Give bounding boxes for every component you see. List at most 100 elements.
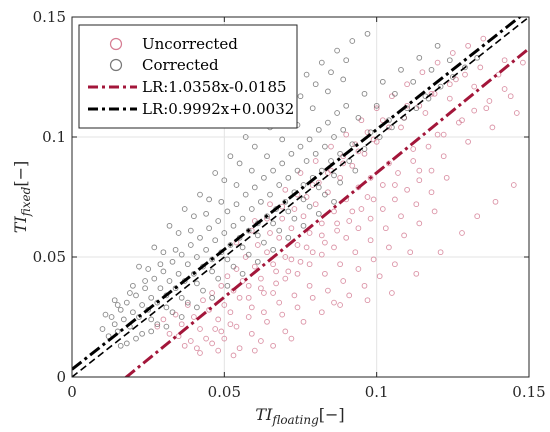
corrected-point bbox=[184, 261, 191, 268]
corrected-point bbox=[108, 314, 115, 320]
uncorrected-point bbox=[325, 287, 331, 294]
corrected-point bbox=[215, 218, 222, 224]
corrected-point bbox=[175, 270, 182, 277]
uncorrected-point bbox=[379, 182, 386, 188]
uncorrected-point bbox=[367, 215, 374, 222]
uncorrected-point bbox=[398, 124, 404, 131]
plot-area-frame bbox=[71, 16, 530, 378]
uncorrected-point bbox=[261, 290, 267, 296]
uncorrected-point bbox=[376, 273, 383, 280]
uncorrected-point bbox=[221, 302, 228, 308]
corrected-point bbox=[325, 88, 331, 95]
uncorrected-point bbox=[300, 213, 307, 220]
corrected-point bbox=[309, 105, 316, 112]
uncorrected-point bbox=[328, 143, 334, 150]
uncorrected-point bbox=[218, 282, 225, 289]
uncorrected-point bbox=[404, 81, 410, 88]
uncorrected-point bbox=[456, 119, 462, 126]
uncorrected-point bbox=[492, 198, 499, 205]
uncorrected-point bbox=[334, 227, 340, 234]
corrected-point bbox=[410, 78, 417, 85]
corrected-point bbox=[212, 170, 219, 176]
corrected-point bbox=[315, 126, 322, 133]
uncorrected-point bbox=[178, 321, 185, 328]
legend-marker-corrected bbox=[109, 58, 123, 72]
uncorrected-point bbox=[465, 138, 471, 145]
uncorrected-point bbox=[258, 338, 264, 344]
corrected-point bbox=[352, 167, 359, 174]
identity-reference-line bbox=[72, 17, 529, 377]
corrected-point bbox=[209, 294, 215, 301]
uncorrected-point bbox=[318, 251, 325, 258]
uncorrected-point bbox=[416, 177, 423, 184]
corrected-point bbox=[331, 198, 337, 205]
corrected-point bbox=[130, 309, 136, 316]
uncorrected-point bbox=[349, 162, 356, 169]
corrected-point bbox=[133, 292, 139, 299]
corrected-point bbox=[331, 134, 337, 140]
uncorrected-point bbox=[258, 275, 264, 282]
legend: Uncorrected Corrected LR:1.0358x-0.0185 … bbox=[78, 24, 298, 129]
uncorrected-point bbox=[279, 215, 286, 222]
uncorrected-point bbox=[465, 42, 471, 49]
uncorrected-point bbox=[194, 345, 200, 352]
uncorrected-point bbox=[352, 249, 359, 256]
uncorrected-point bbox=[322, 270, 328, 277]
corrected-point bbox=[209, 268, 215, 275]
corrected-point bbox=[209, 256, 215, 263]
corrected-point bbox=[258, 198, 264, 205]
uncorrected-point bbox=[300, 318, 307, 325]
uncorrected-point bbox=[209, 290, 215, 296]
corrected-point bbox=[230, 263, 237, 270]
corrected-point bbox=[328, 69, 334, 76]
corrected-point bbox=[151, 244, 158, 251]
corrected-point bbox=[248, 167, 255, 174]
corrected-point bbox=[279, 136, 286, 143]
uncorrected-point bbox=[395, 170, 401, 176]
uncorrected-point bbox=[267, 201, 273, 208]
corrected-point bbox=[270, 246, 276, 253]
uncorrected-point bbox=[197, 350, 203, 356]
x-axis-label-unit: [−] bbox=[319, 405, 345, 424]
corrected-point bbox=[127, 290, 133, 296]
uncorrected-point bbox=[285, 268, 292, 275]
x-tick-label: 0.15 bbox=[512, 383, 545, 401]
uncorrected-point bbox=[209, 340, 215, 347]
corrected-point bbox=[322, 143, 328, 150]
uncorrected-point bbox=[343, 234, 350, 241]
uncorrected-point bbox=[386, 124, 392, 131]
corrected-point bbox=[303, 71, 310, 78]
corrected-point bbox=[349, 38, 356, 44]
corrected-point bbox=[306, 203, 313, 210]
uncorrected-point bbox=[367, 174, 374, 181]
corrected-point bbox=[343, 102, 350, 109]
uncorrected-point bbox=[370, 136, 377, 143]
corrected-point bbox=[428, 66, 435, 73]
corrected-point bbox=[361, 90, 368, 97]
uncorrected-point bbox=[318, 220, 325, 227]
corrected-point bbox=[474, 54, 481, 61]
corrected-point bbox=[239, 215, 246, 222]
x-tick-label: 0.1 bbox=[365, 383, 389, 401]
uncorrected-point bbox=[419, 69, 426, 76]
uncorrected-point bbox=[379, 117, 386, 124]
corrected-point bbox=[315, 184, 322, 191]
corrected-point bbox=[373, 102, 380, 109]
corrected-point bbox=[227, 242, 234, 248]
corrected-point bbox=[221, 230, 228, 236]
uncorrected-point bbox=[428, 189, 435, 196]
corrected-point bbox=[288, 150, 295, 157]
y-axis-label: TIfixed[−] bbox=[11, 161, 33, 233]
corrected-point bbox=[245, 227, 252, 234]
corrected-point bbox=[233, 201, 240, 208]
corrected-point bbox=[297, 143, 304, 150]
corrected-point bbox=[236, 160, 243, 167]
uncorrected-point bbox=[270, 290, 276, 296]
uncorrected-point bbox=[258, 285, 264, 292]
uncorrected-point bbox=[449, 50, 456, 56]
uncorrected-point bbox=[428, 90, 435, 97]
uncorrected-point bbox=[297, 258, 304, 265]
corrected-point bbox=[160, 249, 167, 256]
corrected-point bbox=[242, 134, 249, 140]
corrected-point bbox=[322, 191, 328, 198]
